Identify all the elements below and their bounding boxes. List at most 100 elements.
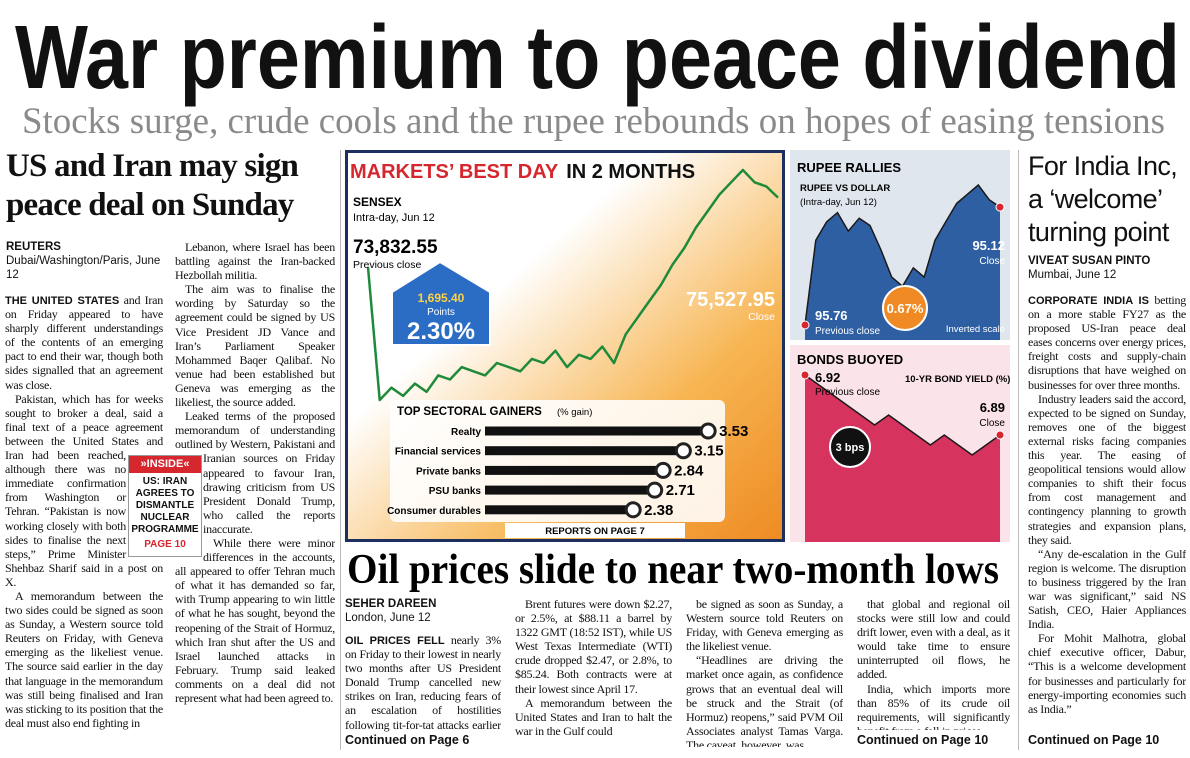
panel-border: [345, 150, 785, 542]
lead-in: THE UNITED STATES: [5, 295, 120, 307]
bar-end: [699, 422, 717, 440]
bar: [485, 485, 655, 495]
bar-end: [674, 442, 692, 460]
rupee-area: [805, 185, 1000, 340]
paragraph: Industry leaders said the accord, expect…: [1028, 391, 1186, 547]
gain-arrow: [391, 260, 491, 346]
prev-close-label: Previous close: [353, 259, 421, 271]
bar-end: [654, 461, 672, 479]
paragraph-text: nearly 3% on Friday to their lowest in n…: [345, 633, 501, 733]
title-black: IN 2 MONTHS: [566, 161, 695, 183]
article-column: THE UNITED STATES and Iran on Friday app…: [5, 293, 163, 750]
bar-label: PSU banks: [429, 486, 482, 497]
rupee-change: 0.67%: [887, 301, 924, 316]
side-byline: VIVEAT SUSAN PINTO Mumbai, June 12: [1028, 254, 1188, 282]
close-value: 75,527.95: [686, 289, 775, 311]
inside-box: »INSIDE« US: IRAN AGREES TO DISMANTLE NU…: [128, 455, 202, 557]
byline-author: SEHER DAREEN: [345, 598, 437, 610]
byline-dateline: Mumbai, June 12: [1028, 269, 1117, 281]
paragraph: be signed as soon as Sunday, a Western s…: [686, 597, 843, 654]
footer-bar: [505, 523, 685, 538]
page-headline: War premium to peace dividend: [15, 8, 1180, 108]
lead-in: OIL PRICES FELL: [345, 635, 445, 647]
bar: [485, 505, 634, 515]
sectoral-bars: Realty 3.53 Financial services 3.15 Private …: [387, 422, 748, 519]
rupee-subtitle: RUPEE VS DOLLAR: [800, 183, 890, 194]
paragraph: While there were minor differences in th…: [175, 535, 335, 705]
gain-points: 1,695.40: [418, 291, 465, 305]
paragraph: “Headlines are driving the market once a…: [686, 653, 843, 747]
bar-value: 2.71: [666, 482, 695, 499]
rupee-note: (Intra-day, Jun 12): [800, 197, 877, 208]
paragraph: that global and regional oil stocks were…: [857, 597, 1010, 682]
bar: [485, 465, 664, 475]
paragraph: Pakistan, which has for weeks sought to …: [5, 391, 163, 589]
bar-end: [624, 501, 642, 519]
oil-headline-box: Oil prices slide to near two-month lows: [347, 547, 999, 593]
inside-label: »INSIDE«: [129, 456, 201, 473]
paragraph: India, which imports more than 85% of it…: [857, 681, 1010, 730]
gain-percent: 2.30%: [407, 318, 475, 345]
gain-points-label: Points: [427, 307, 455, 318]
bar-value: 3.53: [719, 423, 748, 440]
oil-byline: SEHER DAREEN London, June 12: [345, 597, 500, 625]
bonds-badge: [829, 426, 871, 468]
paragraph-text: betting on a more stable FY27 as the pro…: [1028, 293, 1186, 392]
sectoral-title: TOP SECTORAL GAINERS: [397, 406, 542, 418]
bar: [485, 446, 684, 456]
side-headline: For India Inc, a ‘welcome’ turning point: [1028, 151, 1178, 247]
byline-author: REUTERS: [6, 241, 61, 253]
oil-headline: Oil prices slide to near two-month lows: [347, 547, 999, 593]
bar-value: 2.38: [644, 502, 673, 519]
article-column: CORPORATE INDIA IS betting on a more sta…: [1028, 293, 1186, 728]
paragraph: Leaked terms of the proposed memorandum …: [175, 409, 335, 536]
lead-byline: REUTERS Dubai/Washington/Paris, June 12: [6, 240, 161, 282]
inside-text: US: IRAN AGREES TO DISMANTLE NUCLEAR PRO…: [131, 476, 199, 535]
sensex-note: Intra-day, Jun 12: [353, 212, 435, 224]
sectoral-unit: (% gain): [557, 407, 592, 418]
bonds-title: BONDS BUOYED: [797, 352, 903, 367]
byline-dateline: London, June 12: [345, 612, 431, 624]
rupee-title: RUPEE RALLIES: [797, 160, 901, 175]
start-dot: [800, 320, 810, 330]
rupee-close-label: Close: [979, 256, 1005, 267]
bonds-close-label: Close: [979, 418, 1005, 429]
inside-page: PAGE 10: [144, 539, 186, 550]
rupee-badge: [882, 285, 928, 331]
article-column: Brent futures were down $2.27, or 2.5%, …: [515, 597, 672, 747]
graphic-title: MARKETS’ BEST DAY IN 2 MONTHS: [350, 161, 695, 183]
masthead: War premium to peace dividend Stocks sur…: [15, 8, 1180, 142]
continued-line: Continued on Page 10: [857, 733, 989, 747]
paragraph: The aim was to finalise the wording by S…: [175, 282, 335, 410]
title-red: MARKETS’ BEST DAY: [350, 161, 559, 183]
continued-line: Continued on Page 6: [345, 733, 470, 747]
rupee-close: 95.12: [972, 238, 1005, 253]
bar-label: Private banks: [416, 466, 481, 477]
bar-label: Financial services: [395, 447, 482, 458]
end-dot: [995, 430, 1005, 440]
prev-close-value: 73,832.55: [353, 237, 438, 258]
column-rule: [340, 150, 341, 750]
paragraph: A memorandum between the two sides could…: [5, 588, 163, 730]
paragraph: OIL PRICES FELL nearly 3% on Friday to t…: [345, 633, 501, 733]
paragraph: For Mohit Malhotra, global chief executi…: [1028, 631, 1186, 716]
bonds-prev-label: Previous close: [815, 387, 880, 398]
sectoral-box: [390, 400, 725, 522]
sensex-label: SENSEX: [353, 195, 402, 209]
paragraph: CORPORATE INDIA IS betting on a more sta…: [1028, 293, 1186, 392]
page-subheadline: Stocks surge, crude cools and the rupee …: [22, 101, 1165, 142]
bar-label: Consumer durables: [387, 506, 481, 517]
article-column: OIL PRICES FELL nearly 3% on Friday to t…: [345, 633, 501, 733]
rupee-prev-label: Previous close: [815, 326, 880, 337]
paragraph: “Any de-escalation in the Gulf region is…: [1028, 546, 1186, 632]
sensex-line: [366, 168, 779, 402]
rupee-scale-note: Inverted scale: [946, 324, 1005, 335]
paragraph: Brent futures were down $2.27, or 2.5%, …: [515, 597, 672, 696]
paragraph: Lebanon, where Israel has been battling …: [175, 240, 335, 283]
bar-value: 3.15: [694, 443, 723, 460]
byline-dateline: Dubai/Washington/Paris, June 12: [6, 255, 161, 281]
bond-area: [805, 375, 1000, 542]
paragraph: A memorandum between the United States a…: [515, 695, 672, 738]
bar-label: Realty: [451, 427, 481, 438]
